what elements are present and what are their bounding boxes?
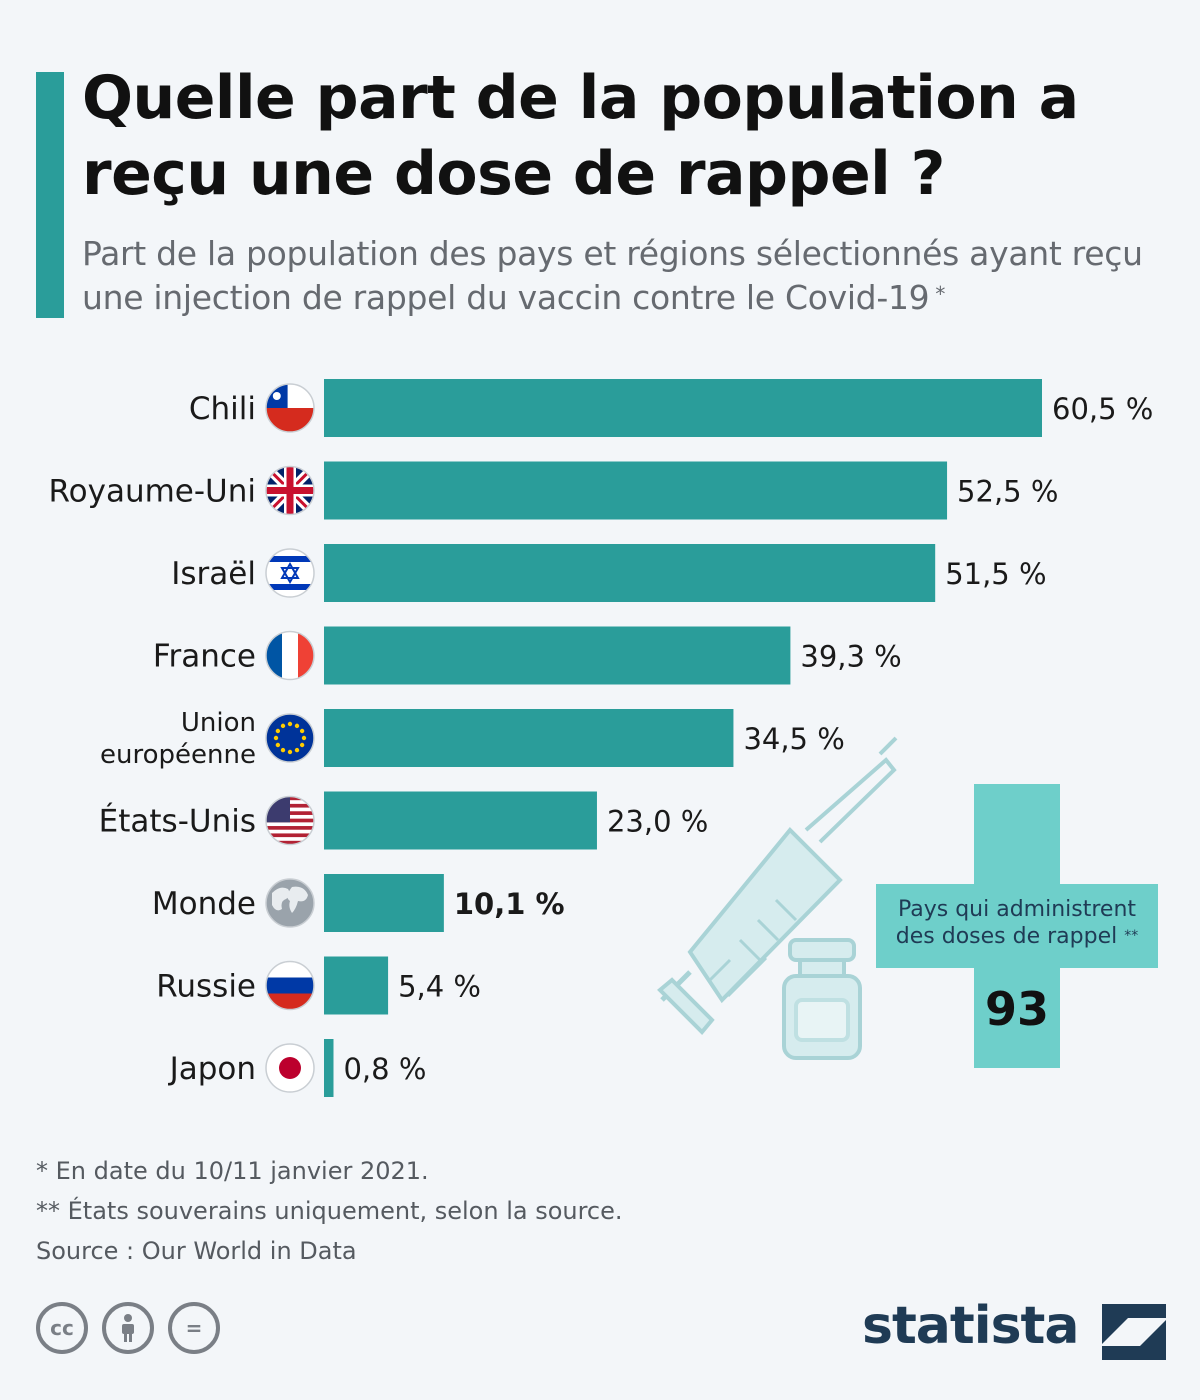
category-label-8: Japon bbox=[168, 1051, 256, 1087]
value-label-2: 51,5 % bbox=[945, 557, 1046, 591]
flag-russia-icon bbox=[265, 960, 315, 1011]
value-label-8: 0,8 % bbox=[343, 1052, 426, 1086]
syringe-icon bbox=[657, 736, 898, 1035]
value-label-3: 39,3 % bbox=[800, 640, 901, 674]
bar-5 bbox=[324, 791, 597, 850]
flag-chile-icon bbox=[265, 383, 315, 433]
flag-uk-icon bbox=[265, 465, 315, 516]
callout-footnote-mark: ** bbox=[1124, 928, 1139, 944]
category-label-4: Union européenne bbox=[100, 708, 256, 770]
title-accent-bar bbox=[36, 72, 64, 318]
category-label-5: États-Unis bbox=[99, 804, 256, 840]
category-label-0: Chili bbox=[189, 391, 256, 427]
value-label-6: 10,1 % bbox=[454, 887, 565, 921]
category-label-6: Monde bbox=[152, 886, 256, 922]
category-label-1: Royaume-Uni bbox=[48, 474, 256, 510]
bar-6 bbox=[324, 874, 444, 932]
page-subtitle: Part de la population des pays et région… bbox=[82, 232, 1182, 320]
bar-1 bbox=[324, 461, 948, 520]
syringe-vial-illustration bbox=[657, 736, 898, 1060]
category-label-2: Israël bbox=[171, 556, 256, 592]
value-label-5: 23,0 % bbox=[607, 805, 708, 839]
flag-france-icon bbox=[265, 630, 315, 681]
no-derivatives-icon[interactable]: = bbox=[168, 1302, 220, 1354]
value-label-0: 60,5 % bbox=[1052, 392, 1153, 426]
value-label-1: 52,5 % bbox=[957, 475, 1058, 509]
source-note: Source : Our World in Data bbox=[36, 1237, 357, 1265]
flag-japan-icon bbox=[265, 1043, 315, 1093]
vial-icon bbox=[782, 938, 862, 1060]
bar-4 bbox=[324, 709, 734, 767]
page-title: Quelle part de la population a reçu une … bbox=[82, 63, 1079, 209]
creative-commons-icon[interactable]: cc bbox=[36, 1302, 88, 1354]
category-label-3: France bbox=[153, 639, 256, 675]
globe-icon bbox=[265, 878, 315, 928]
value-label-7: 5,4 % bbox=[398, 970, 481, 1004]
statista-logo[interactable]: statista bbox=[862, 1296, 1172, 1366]
license-icons: cc = bbox=[36, 1302, 220, 1354]
subtitle-text: Part de la population des pays et région… bbox=[82, 234, 1143, 317]
attribution-person-icon[interactable] bbox=[102, 1302, 154, 1354]
callout-value: 93 bbox=[984, 982, 1049, 1036]
bar-chart: 60,5 % Chili 52,5 % Royaume-Uni 51,5 % Israël… bbox=[48, 379, 1158, 1097]
medical-cross-callout bbox=[876, 784, 1158, 1068]
category-label-7: Russie bbox=[156, 969, 256, 1005]
statista-mark-icon bbox=[1102, 1304, 1166, 1360]
flag-eu-icon bbox=[265, 713, 315, 763]
value-label-4: 34,5 % bbox=[743, 722, 844, 756]
flag-usa-icon bbox=[265, 795, 315, 846]
callout-label: Pays qui administrent des doses de rappe… bbox=[876, 896, 1158, 950]
flag-israel-icon bbox=[265, 548, 315, 598]
bar-7 bbox=[324, 956, 389, 1015]
bar-2 bbox=[324, 544, 936, 602]
statista-wordmark: statista bbox=[862, 1296, 1079, 1356]
callout-label-text: Pays qui administrent des doses de rappe… bbox=[895, 897, 1137, 949]
subtitle-footnote-mark: * bbox=[935, 282, 946, 306]
bar-3 bbox=[324, 626, 791, 685]
bar-8 bbox=[324, 1039, 334, 1097]
footnote-date: * En date du 10/11 janvier 2021. bbox=[36, 1157, 429, 1185]
bar-0 bbox=[324, 379, 1042, 437]
footnote-sovereign: ** États souverains uniquement, selon la… bbox=[36, 1197, 623, 1225]
